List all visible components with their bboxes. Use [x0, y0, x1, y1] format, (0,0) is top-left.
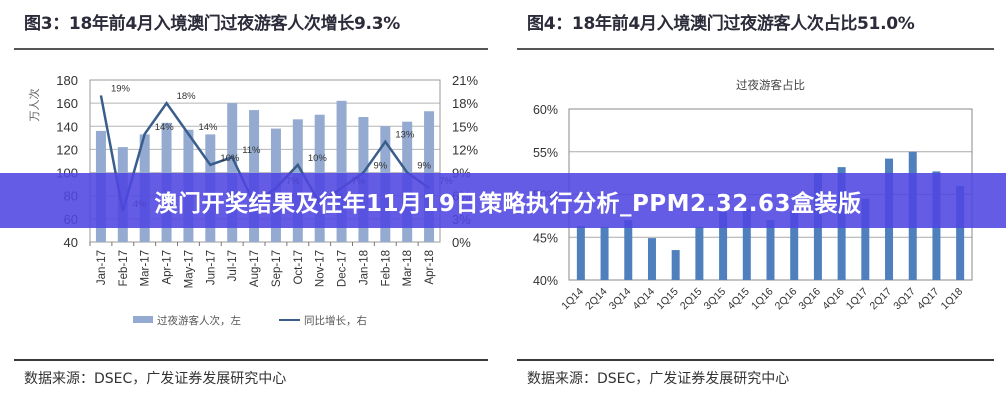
x-tick-label: 1Q17 — [844, 286, 871, 313]
bar — [766, 220, 775, 280]
bar — [600, 226, 609, 280]
x-tick-label: Dec-17 — [337, 250, 349, 287]
y-tick-label: 55% — [533, 146, 558, 160]
bar — [956, 185, 965, 280]
bar — [861, 198, 870, 280]
x-tick-label: 1Q15 — [654, 286, 681, 313]
x-tick-label: Apr-18 — [424, 250, 436, 285]
chart-subtitle: 过夜游客占比 — [736, 78, 805, 92]
x-tick-label: 2Q16 — [773, 286, 800, 313]
y-tick-label: 40 — [64, 235, 78, 250]
y-axis-label: 万人次 — [27, 89, 41, 122]
x-tick-label: 4Q14 — [630, 286, 657, 313]
figure-3-title: 图3：18年前4月入境澳门过夜游客人次增长9.3% — [24, 14, 400, 34]
x-tick-label: May-17 — [183, 250, 195, 288]
y-tick-label: 45% — [533, 231, 558, 245]
overlay-banner: 澳门开奖结果及往年11月19日策略执行分析_PPM2.32.63盒装版 — [0, 173, 1006, 228]
data-label: 9% — [373, 161, 387, 172]
x-tick-label: Apr-17 — [162, 250, 174, 285]
y-tick-label: 120 — [56, 142, 78, 157]
figure-4-source: 数据来源：DSEC，广发证券发展研究中心 — [527, 371, 790, 387]
x-tick-label: Jan-17 — [96, 250, 108, 285]
y-tick-label: 160 — [56, 96, 78, 111]
x-tick-label: 3Q15 — [702, 286, 729, 313]
x-tick-label: 3Q14 — [607, 286, 634, 313]
bar — [576, 226, 585, 280]
bar — [719, 211, 728, 280]
x-tick-label: 2Q14 — [583, 286, 610, 313]
data-label: 10% — [220, 153, 240, 164]
x-tick-label: Sep-17 — [271, 250, 283, 287]
x-tick-label: Mar-18 — [402, 250, 414, 286]
x-tick-label: 2Q17 — [868, 286, 895, 313]
bar — [336, 100, 347, 242]
data-label: 19% — [111, 83, 131, 94]
title-divider — [517, 48, 994, 50]
y-tick-label: 60% — [533, 103, 558, 117]
x-tick-label: 4Q15 — [725, 286, 752, 313]
x-tick-label: Aug-17 — [249, 250, 261, 287]
figure-3-source: 数据来源：DSEC，广发证券发展研究中心 — [24, 371, 287, 387]
x-tick-label: Mar-17 — [140, 250, 152, 286]
banner-title: 澳门开奖结果及往年11月19日策略执行分析_PPM2.32.63盒装版 — [154, 190, 862, 217]
y2-tick-label: 21% — [452, 73, 478, 88]
bar — [671, 250, 680, 280]
source-divider — [14, 359, 488, 361]
x-tick-label: 3Q16 — [796, 286, 823, 313]
bar — [695, 226, 704, 280]
source-divider — [517, 359, 994, 361]
bar — [227, 103, 238, 243]
data-label: 13% — [395, 130, 415, 141]
x-tick-label: Jan-18 — [358, 250, 370, 285]
data-label: 9% — [417, 161, 431, 172]
x-tick-label: 1Q16 — [749, 286, 776, 313]
legend-bar-swatch — [133, 316, 153, 323]
x-tick-label: Jul-17 — [227, 250, 239, 281]
bar — [647, 238, 656, 280]
bar — [790, 211, 799, 280]
y-tick-label: 140 — [56, 119, 78, 134]
data-label: 14% — [198, 122, 218, 133]
y-tick-label: 180 — [56, 73, 78, 88]
x-tick-label: Nov-17 — [315, 250, 327, 287]
bar — [742, 209, 751, 280]
y2-tick-label: 15% — [452, 119, 478, 134]
x-tick-label: Oct-17 — [293, 250, 305, 285]
x-tick-label: Feb-18 — [380, 250, 392, 286]
title-divider — [14, 48, 488, 50]
x-tick-label: 2Q15 — [678, 286, 705, 313]
legend-label: 过夜游客人次，左 — [157, 314, 241, 327]
data-label: 11% — [242, 145, 261, 156]
x-tick-label: 4Q16 — [820, 286, 847, 313]
bar — [624, 220, 633, 280]
y2-tick-label: 0% — [452, 235, 471, 250]
y-tick-label: 40% — [533, 274, 558, 288]
x-tick-label: 1Q18 — [939, 286, 966, 313]
x-tick-label: 1Q14 — [559, 286, 586, 313]
data-label: 18% — [177, 91, 197, 102]
x-tick-label: 4Q17 — [915, 286, 942, 313]
data-label: 14% — [155, 122, 175, 133]
data-label: 10% — [308, 153, 328, 164]
y2-tick-label: 12% — [452, 142, 478, 157]
x-tick-label: Jun-17 — [205, 250, 217, 285]
figure-4-title: 图4：18年前4月入境澳门过夜游客人次占比51.0% — [527, 14, 915, 34]
y2-tick-label: 18% — [452, 96, 478, 111]
x-tick-label: Feb-17 — [118, 250, 130, 286]
legend-label: 同比增长，右 — [304, 314, 367, 327]
x-tick-label: 3Q17 — [891, 286, 918, 313]
